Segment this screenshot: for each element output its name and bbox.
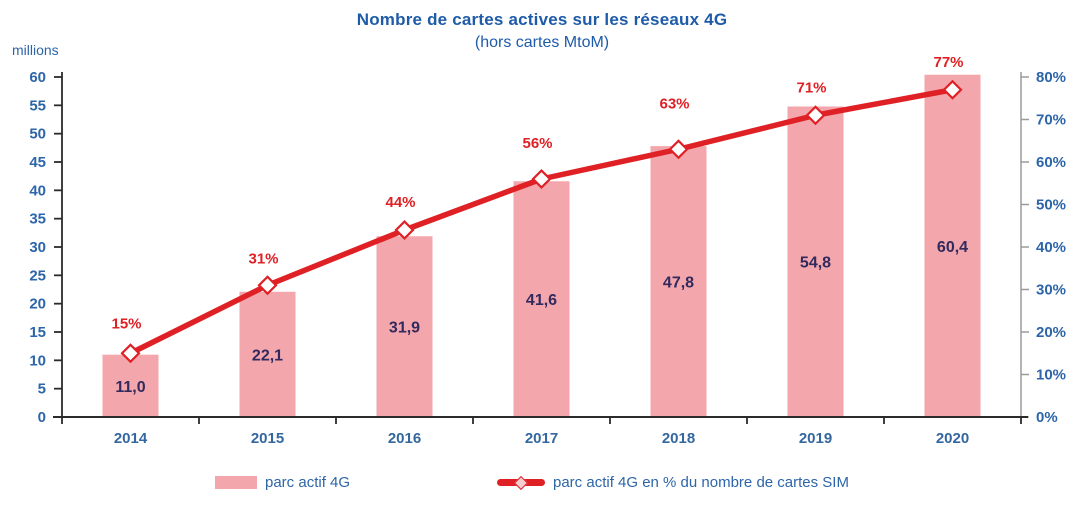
bar-value-label: 41,6: [526, 292, 557, 309]
bar-2017: [513, 181, 570, 417]
diamond-marker-2014: [120, 343, 141, 364]
left-axis-unit-label: millions: [12, 42, 59, 58]
right-axis-tick-label: 20%: [1036, 324, 1066, 341]
line-diamond-swatch-icon: [497, 475, 545, 490]
diamond-marker-2016: [394, 219, 415, 241]
x-axis-category-label: 2017: [525, 430, 558, 447]
chart-title: Nombre de cartes actives sur les réseaux…: [356, 10, 728, 29]
bar-2015: [239, 291, 296, 417]
diamond-marker-2018: [668, 139, 689, 160]
left-axis-tick-label: 35: [29, 211, 46, 228]
chart-legend: parc actif 4G parc actif 4G en % du nomb…: [0, 470, 1084, 498]
legend-item-parc-actif: parc actif 4G: [215, 470, 350, 494]
bar-value-label: 22,1: [252, 347, 283, 364]
bar-value-label: 47,8: [663, 275, 694, 292]
bar-value-label: 11,0: [115, 379, 145, 396]
legend-label: parc actif 4G: [265, 473, 351, 491]
bar-value-label: 54,8: [800, 255, 831, 272]
bar-value-label: 60,4: [937, 239, 968, 256]
diamond-marker-2017: [531, 168, 552, 190]
bar-2018: [650, 146, 707, 417]
left-axis-tick-label: 45: [29, 154, 46, 171]
diamond-marker-2015: [257, 275, 278, 296]
left-axis-tick-label: 25: [29, 267, 46, 284]
line-value-label: 15%: [111, 315, 141, 332]
right-axis-tick-label: 0%: [1036, 409, 1058, 426]
line-value-label: 77%: [933, 54, 963, 71]
diamond-marker-2020: [942, 79, 963, 100]
line-value-label: 31%: [248, 250, 278, 267]
legend-item-parc-actif-pct: parc actif 4G en % du nombre de cartes S…: [497, 470, 849, 494]
left-axis-tick-label: 40: [29, 182, 46, 199]
right-axis-tick-label: 70%: [1036, 112, 1066, 129]
bar-value-label: 31,9: [389, 320, 420, 337]
line-value-label: 71%: [796, 79, 826, 96]
x-axis-category-label: 2019: [799, 430, 832, 447]
bar-2016: [376, 236, 433, 417]
bar-2014: [102, 354, 159, 417]
bar-2020: [924, 74, 981, 417]
left-axis-tick-label: 55: [29, 97, 46, 114]
right-axis-tick-label: 50%: [1036, 197, 1066, 214]
x-axis-category-label: 2020: [936, 430, 969, 447]
line-value-label: 44%: [385, 194, 415, 211]
left-axis-tick-label: 60: [29, 69, 46, 86]
right-axis-tick-label: 60%: [1036, 154, 1066, 171]
left-axis-tick-label: 20: [29, 296, 46, 313]
left-axis-tick-label: 5: [38, 381, 46, 398]
x-axis-category-label: 2015: [251, 430, 284, 447]
legend-label: parc actif 4G en % du nombre de cartes S…: [553, 473, 849, 491]
right-axis-tick-label: 80%: [1036, 69, 1066, 86]
diamond-marker-2019: [805, 105, 826, 126]
left-axis-tick-label: 10: [29, 352, 46, 369]
left-axis-tick-label: 30: [29, 239, 46, 256]
bar-swatch-icon: [215, 475, 257, 489]
chart-canvas: 0 5 10 15 20 25 30 35 40 45 50 55 60 0% 10% 20% 30% 40% 50…: [29, 54, 1066, 447]
chart-subtitle: (hors cartes MtoM): [474, 34, 610, 51]
right-axis-tick-label: 40%: [1036, 239, 1066, 256]
x-axis-category-label: 2014: [114, 430, 148, 447]
x-axis-category-label: 2016: [388, 430, 421, 447]
right-axis-tick-label: 10%: [1036, 367, 1066, 384]
left-axis-tick-label: 50: [29, 126, 46, 143]
line-value-label: 63%: [659, 95, 689, 112]
left-axis-tick-label: 0: [38, 409, 46, 426]
right-axis-tick-label: 30%: [1036, 282, 1066, 299]
x-axis-category-label: 2018: [662, 430, 695, 447]
bar-2019: [787, 106, 844, 417]
line-value-label: 56%: [522, 135, 552, 152]
left-axis-tick-label: 15: [29, 324, 46, 341]
